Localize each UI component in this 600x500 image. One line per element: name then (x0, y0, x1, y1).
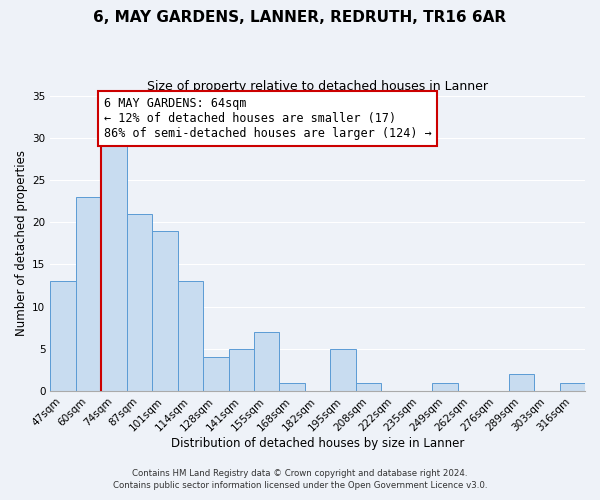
Bar (331, 349, 356, 391)
Bar (432, 382, 458, 391)
Bar (178, 282, 203, 391)
Bar (509, 374, 534, 391)
Bar (50, 282, 76, 391)
Text: 6 MAY GARDENS: 64sqm
← 12% of detached houses are smaller (17)
86% of semi-detac: 6 MAY GARDENS: 64sqm ← 12% of detached h… (104, 97, 431, 140)
Bar (254, 332, 280, 391)
Bar (152, 230, 178, 391)
Text: Contains HM Land Registry data © Crown copyright and database right 2024.
Contai: Contains HM Land Registry data © Crown c… (113, 468, 487, 490)
Bar (203, 358, 229, 391)
Bar (127, 214, 152, 391)
Title: Size of property relative to detached houses in Lanner: Size of property relative to detached ho… (147, 80, 488, 93)
Bar (76, 197, 101, 391)
X-axis label: Distribution of detached houses by size in Lanner: Distribution of detached houses by size … (171, 437, 464, 450)
Bar (229, 349, 254, 391)
Text: 6, MAY GARDENS, LANNER, REDRUTH, TR16 6AR: 6, MAY GARDENS, LANNER, REDRUTH, TR16 6A… (94, 10, 506, 25)
Bar (356, 382, 381, 391)
Bar (560, 382, 585, 391)
Bar (101, 146, 127, 391)
Bar (280, 382, 305, 391)
Y-axis label: Number of detached properties: Number of detached properties (15, 150, 28, 336)
